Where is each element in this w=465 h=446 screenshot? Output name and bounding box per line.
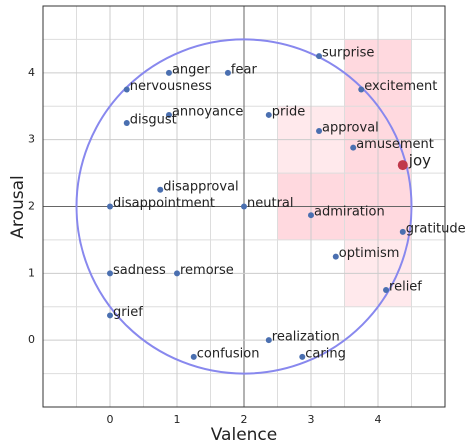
- point: [299, 353, 306, 360]
- x-tick-label: 0: [107, 413, 114, 426]
- point: [265, 111, 272, 118]
- x-tick-label: 1: [174, 413, 181, 426]
- y-axis-label: Arousal: [8, 175, 28, 238]
- point-label: joy: [408, 152, 431, 170]
- point-label: nervousness: [130, 79, 212, 94]
- point-label: approval: [322, 120, 379, 135]
- point: [241, 203, 247, 210]
- point-label: caring: [305, 346, 346, 361]
- circle: [75, 38, 413, 375]
- y-tick-label: 3: [28, 133, 35, 146]
- point-label: excitement: [364, 79, 437, 94]
- point-label: neutral: [247, 196, 294, 211]
- point-label: admiration: [314, 205, 385, 220]
- point: [190, 353, 197, 360]
- point-label: remorse: [180, 263, 234, 278]
- point-label: fear: [231, 62, 258, 77]
- point: [174, 270, 180, 277]
- point-label: realization: [272, 330, 340, 345]
- point: [383, 287, 390, 294]
- point: [358, 86, 365, 93]
- point-label: anger: [172, 62, 210, 77]
- point-label: confusion: [197, 346, 260, 361]
- point-label: optimism: [339, 246, 400, 261]
- point: [265, 337, 272, 344]
- point: [107, 203, 113, 210]
- point: [316, 127, 323, 134]
- point-label: disgust: [130, 112, 177, 127]
- point-label: surprise: [322, 46, 374, 61]
- y-tick-label: 0: [28, 333, 35, 346]
- y-tick-label: 4: [28, 66, 35, 79]
- point: [399, 228, 406, 235]
- y-tick-label: 1: [28, 266, 35, 279]
- point: [107, 312, 113, 319]
- point: [123, 119, 130, 126]
- point-label: disapproval: [163, 179, 238, 194]
- point: [332, 253, 339, 260]
- point-label: relief: [389, 280, 422, 295]
- point: [350, 144, 357, 151]
- point: [397, 160, 408, 171]
- y-tick-label: 2: [28, 200, 35, 213]
- point-label: annoyance: [172, 104, 243, 119]
- x-tick-label: 3: [308, 413, 315, 426]
- point: [165, 69, 172, 76]
- x-axis-label: Valence: [211, 425, 278, 445]
- x-tick-label: 4: [375, 413, 382, 426]
- point: [224, 69, 231, 76]
- point-label: pride: [272, 104, 305, 119]
- point: [107, 270, 113, 277]
- point-label: disappointment: [113, 196, 215, 211]
- x-tick-label: 2: [241, 413, 248, 426]
- point: [123, 86, 130, 93]
- point-label: sadness: [113, 263, 166, 278]
- point-label: grief: [113, 305, 143, 320]
- point-label: amusement: [356, 137, 434, 152]
- point: [157, 186, 164, 193]
- point-label: gratitude: [406, 221, 465, 236]
- point: [308, 212, 314, 219]
- point: [165, 111, 172, 118]
- plot-frame: [42, 5, 446, 408]
- point: [316, 53, 323, 60]
